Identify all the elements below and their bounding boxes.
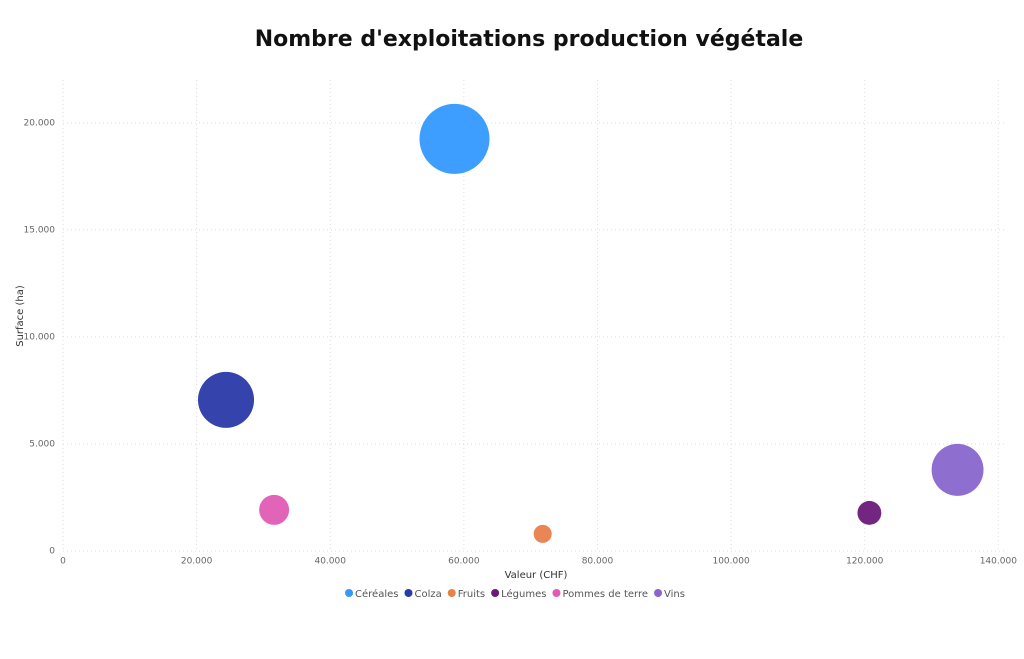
- legend-label: Pommes de terre: [562, 589, 648, 600]
- y-tick-label: 15.000: [24, 225, 56, 235]
- legend-marker: [552, 589, 561, 597]
- x-tick-label: 100.000: [712, 557, 749, 567]
- x-tick-label: 0: [60, 557, 66, 567]
- legend-marker: [491, 589, 500, 597]
- legend-marker: [447, 589, 456, 597]
- chart-title: Nombre d'exploitations production végéta…: [255, 27, 804, 52]
- x-axis-label: Valeur (CHF): [505, 570, 568, 581]
- legend-label: Céréales: [355, 588, 398, 600]
- y-tick-label: 5.000: [29, 439, 55, 449]
- bubble: [197, 371, 255, 428]
- bubble: [931, 443, 984, 496]
- x-tick-label: 80.000: [582, 557, 614, 567]
- bubble: [857, 500, 882, 525]
- x-tick-label: 20.000: [181, 557, 213, 567]
- x-tick-label: 60.000: [448, 557, 480, 567]
- y-tick-label: 0: [49, 547, 55, 557]
- bubble: [419, 103, 490, 174]
- bubble: [259, 494, 290, 525]
- legend-marker: [654, 589, 663, 597]
- y-tick-label: 20.000: [24, 118, 56, 128]
- x-tick-label: 120.000: [846, 557, 883, 567]
- legend-label: Colza: [414, 589, 441, 600]
- bubble: [533, 524, 552, 543]
- legend-label: Vins: [664, 589, 685, 600]
- y-axis-label: Surface (ha): [15, 285, 26, 347]
- legend-marker: [404, 589, 413, 597]
- y-tick-label: 10.000: [24, 332, 56, 342]
- legend-marker: [345, 589, 354, 597]
- legend: Céréales Colza Fruits Légumes Pommes de terr…: [345, 588, 685, 600]
- legend-label: Légumes: [501, 588, 546, 600]
- legend-label: Fruits: [458, 589, 485, 600]
- x-tick-label: 140.000: [980, 557, 1017, 567]
- x-tick-label: 40.000: [314, 557, 346, 567]
